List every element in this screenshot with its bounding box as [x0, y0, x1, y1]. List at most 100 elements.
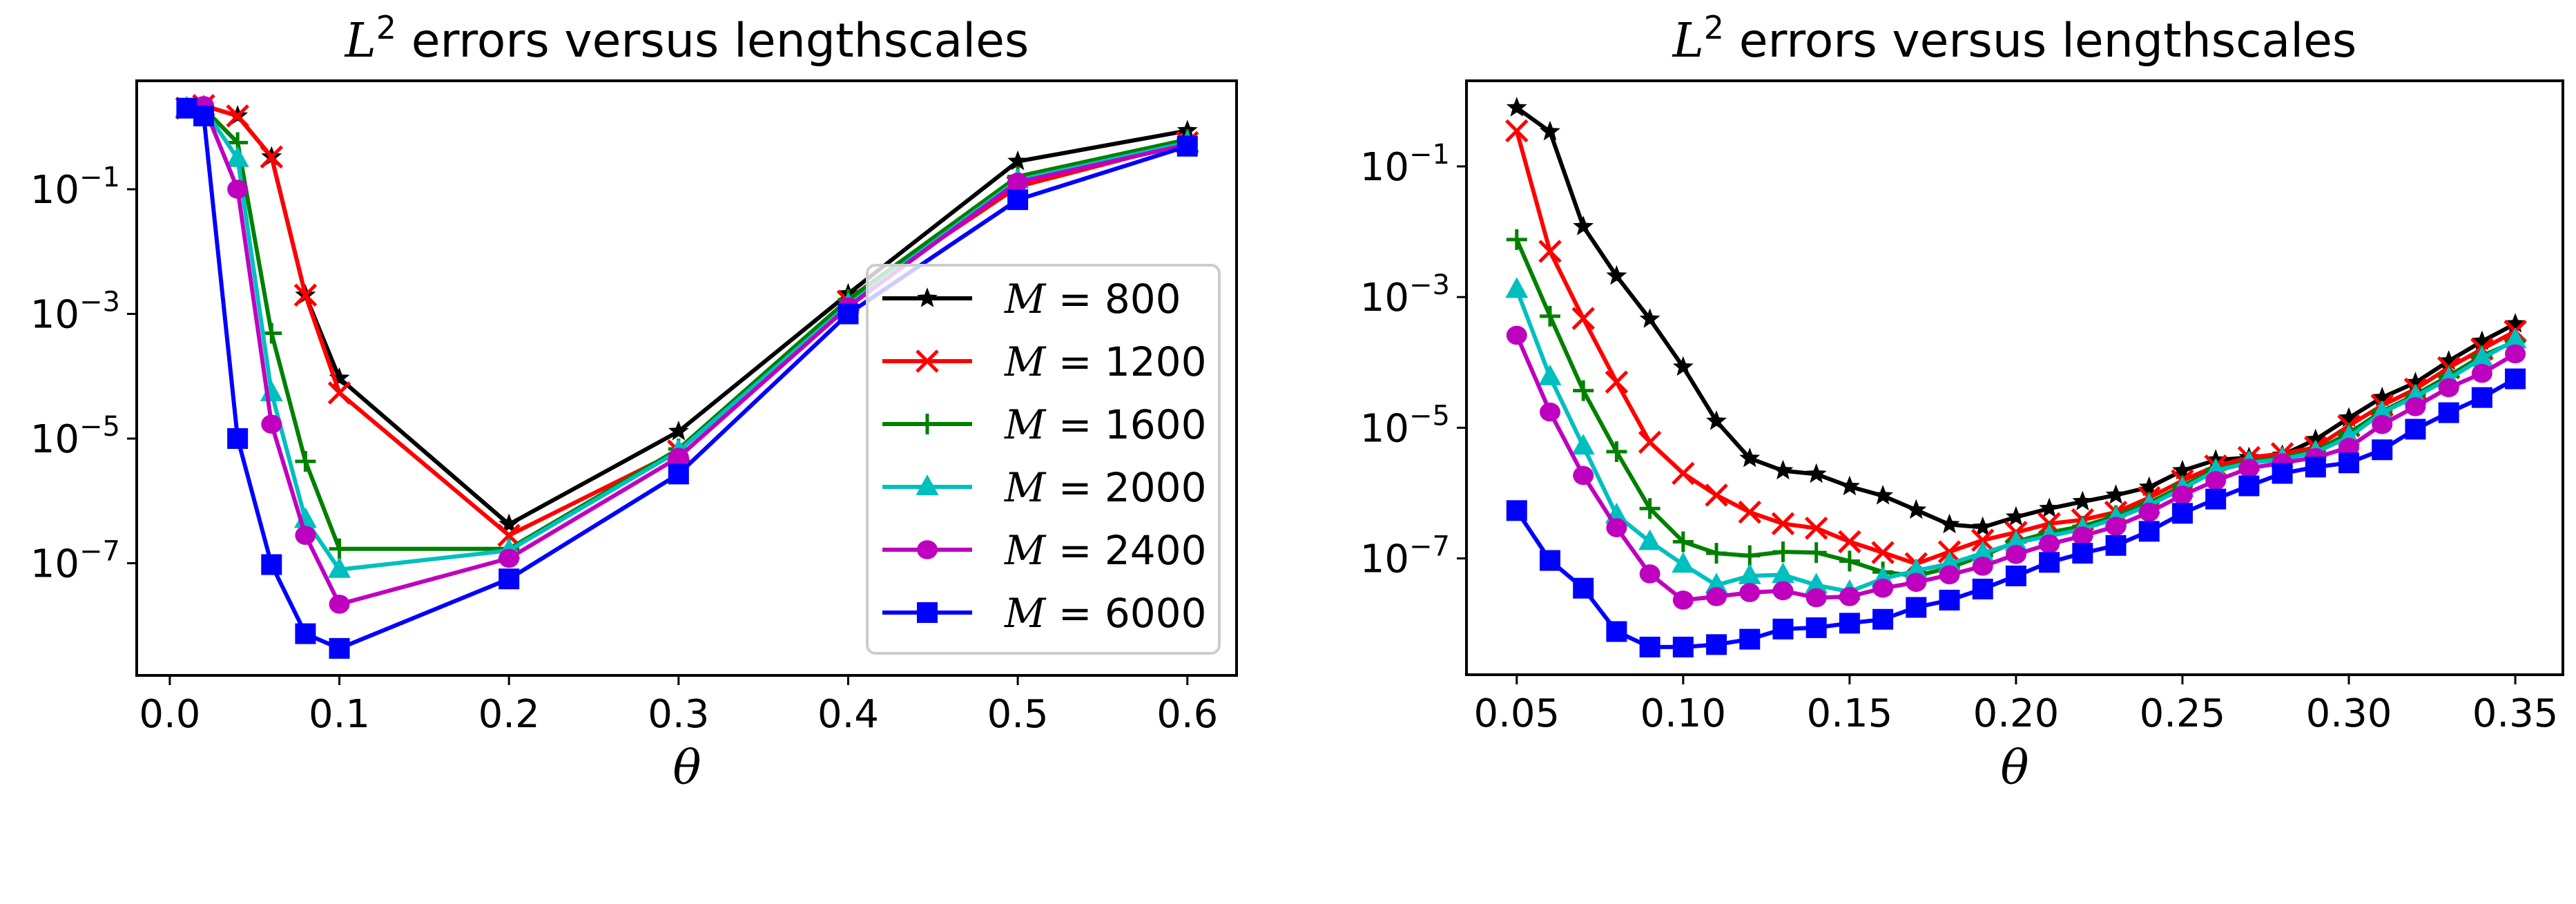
data-point — [1838, 530, 1861, 554]
data-point — [1007, 150, 1029, 171]
data-point — [2471, 387, 2492, 408]
data-point — [1672, 552, 1695, 573]
data-point — [497, 523, 521, 547]
data-point — [2405, 397, 2426, 416]
data-point — [1705, 573, 1728, 594]
x-tick-label: 0.5 — [987, 692, 1049, 737]
y-tick-label: 10−1 — [1360, 139, 1450, 190]
data-point — [1540, 402, 1561, 422]
data-point — [1972, 516, 1993, 537]
x-tick-label: 0.05 — [1473, 691, 1560, 736]
data-point — [498, 513, 520, 533]
data-point — [1639, 564, 1660, 584]
y-tick-label: 10−5 — [1360, 400, 1450, 451]
data-point — [2105, 535, 2127, 556]
data-point — [295, 526, 316, 545]
data-point — [1638, 430, 1662, 454]
data-point — [668, 448, 689, 468]
data-point — [1007, 172, 1029, 192]
data-point — [2505, 368, 2526, 390]
legend-label: M = 800 — [1004, 276, 1181, 323]
data-point — [2138, 521, 2160, 542]
data-point — [1839, 613, 1860, 634]
y-tick-label: 10−7 — [1360, 531, 1450, 582]
data-point — [2305, 456, 2326, 478]
data-point — [1938, 551, 1962, 573]
left-x-axis-label: θ — [673, 741, 701, 796]
data-point — [1971, 541, 1995, 562]
data-point — [1606, 621, 1627, 642]
data-point — [2138, 502, 2160, 522]
data-point — [1573, 465, 1594, 485]
data-point — [1805, 542, 1827, 564]
data-point — [1739, 448, 1761, 468]
data-point — [1772, 618, 1794, 639]
data-point — [1672, 356, 1694, 376]
left-chart: L2 errors versus lengthscales 0.0 0.1 0.2 0… — [30, 9, 1238, 796]
data-point — [1872, 578, 1894, 598]
data-point — [1839, 587, 1860, 606]
right-x-axis-label: θ — [2001, 741, 2029, 796]
data-point — [329, 367, 350, 387]
legend-marker — [916, 349, 939, 373]
y-tick-label: 10−5 — [30, 411, 120, 462]
data-point — [1904, 558, 1928, 579]
data-point — [1538, 240, 1562, 263]
data-point — [329, 538, 350, 559]
data-point — [1939, 589, 1960, 610]
x-tick-label: 0.6 — [1156, 692, 1218, 737]
data-point — [1538, 364, 1562, 385]
data-point — [1638, 529, 1662, 550]
data-point — [2370, 400, 2394, 421]
data-point — [2405, 419, 2426, 440]
data-point — [227, 428, 249, 450]
data-point — [1738, 500, 1762, 524]
data-point — [1573, 577, 1594, 599]
data-point — [1672, 590, 1694, 610]
data-point — [329, 637, 350, 659]
data-point — [2470, 346, 2494, 367]
data-point — [1506, 229, 1527, 250]
legend-label: M = 1200 — [1004, 338, 1206, 385]
data-point — [261, 414, 282, 434]
legend-item: M = 1200 — [882, 338, 1206, 385]
data-point — [1772, 581, 1794, 601]
data-point — [1771, 512, 1795, 536]
left-axes-frame — [135, 79, 1238, 677]
data-point — [1772, 459, 1794, 480]
data-point — [329, 595, 350, 614]
legend-marker — [917, 540, 938, 559]
x-tick-label: 0.20 — [1973, 691, 2060, 736]
data-point — [2305, 428, 2326, 449]
data-point — [2171, 485, 2193, 505]
data-point — [1639, 498, 1660, 519]
series-m-800 — [1506, 97, 2526, 537]
right-ticks: 0.05 0.10 0.15 0.20 0.25 0.30 0.35 10−1 10−3 10−5… — [1360, 139, 2559, 736]
data-point — [668, 463, 689, 485]
x-tick-label: 0.2 — [478, 692, 540, 737]
data-point — [1739, 545, 1761, 566]
data-point — [295, 451, 316, 472]
legend-item: M = 2000 — [882, 464, 1206, 511]
data-point — [1771, 562, 1794, 584]
data-point — [2238, 475, 2260, 497]
title-symbol: L — [344, 14, 376, 68]
data-point — [2039, 552, 2060, 573]
data-point — [2004, 530, 2028, 551]
data-point — [1804, 517, 1828, 540]
data-point — [2039, 534, 2060, 554]
legend-item: M = 6000 — [882, 590, 1206, 637]
data-point — [2372, 439, 2393, 461]
data-point — [1606, 265, 1627, 285]
series-m-6000 — [1506, 368, 2526, 657]
data-point — [2005, 506, 2026, 526]
x-tick-label: 0.3 — [648, 692, 709, 737]
x-tick-label: 0.30 — [2306, 691, 2392, 736]
data-point — [1571, 434, 1595, 455]
data-point — [1772, 541, 1794, 563]
legend-marker — [917, 602, 938, 623]
data-point — [1176, 135, 1198, 157]
x-tick-label: 0.0 — [139, 692, 200, 737]
data-point — [1706, 410, 1727, 430]
